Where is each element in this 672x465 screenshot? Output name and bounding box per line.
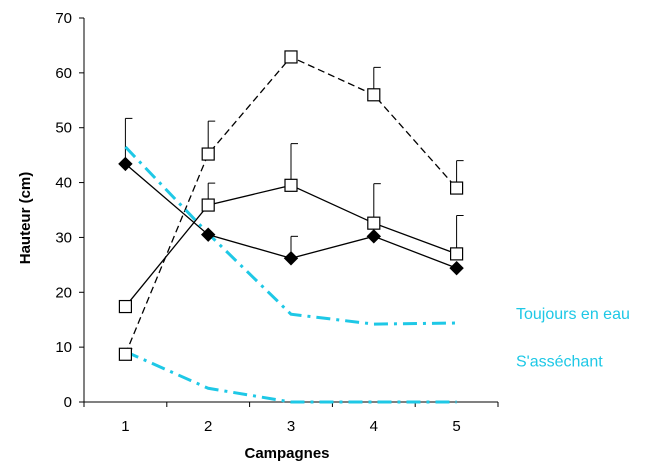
marker-square <box>118 347 133 361</box>
marker-square <box>118 299 133 314</box>
y-tick-label: 20 <box>55 284 72 301</box>
x-axis-title: Campagnes <box>244 445 329 462</box>
marker-square <box>201 198 215 212</box>
annotation-toujours-en-eau: Toujours en eau <box>516 306 630 323</box>
series-line-4 <box>124 350 457 404</box>
axes: 0 10 20 30 40 50 60 70 1 2 3 4 5 <box>55 10 499 435</box>
marker-square <box>284 50 298 64</box>
x-tick-label: 3 <box>287 418 295 435</box>
series-lines <box>124 56 464 404</box>
x-tick-label: 1 <box>121 418 129 435</box>
y-tick-label: 70 <box>55 10 72 27</box>
marker-square <box>450 247 464 261</box>
x-tick-label: 2 <box>204 418 212 435</box>
marker-diamond <box>366 229 382 244</box>
series-markers <box>118 50 464 361</box>
series-line-3 <box>124 145 457 326</box>
y-tick-label: 30 <box>55 229 72 246</box>
marker-square <box>201 147 215 161</box>
marker-square <box>450 181 464 195</box>
y-tick-label: 50 <box>55 120 72 137</box>
y-tick-label: 0 <box>64 394 72 411</box>
marker-square <box>284 178 298 192</box>
marker-diamond <box>283 251 299 266</box>
marker-diamond <box>449 260 464 276</box>
marker-diamond <box>118 156 133 172</box>
marker-diamond <box>200 227 216 242</box>
x-tick-label: 4 <box>370 418 378 435</box>
y-tick-label: 40 <box>55 175 72 192</box>
y-axis-title: Hauteur (cm) <box>17 172 34 265</box>
marker-square <box>367 88 381 102</box>
x-tick-label: 5 <box>452 418 460 435</box>
y-tick-label: 10 <box>55 339 72 356</box>
annotation-s-assechant: S'asséchant <box>516 354 603 371</box>
y-tick-label: 60 <box>55 65 72 82</box>
marker-square <box>367 216 381 230</box>
